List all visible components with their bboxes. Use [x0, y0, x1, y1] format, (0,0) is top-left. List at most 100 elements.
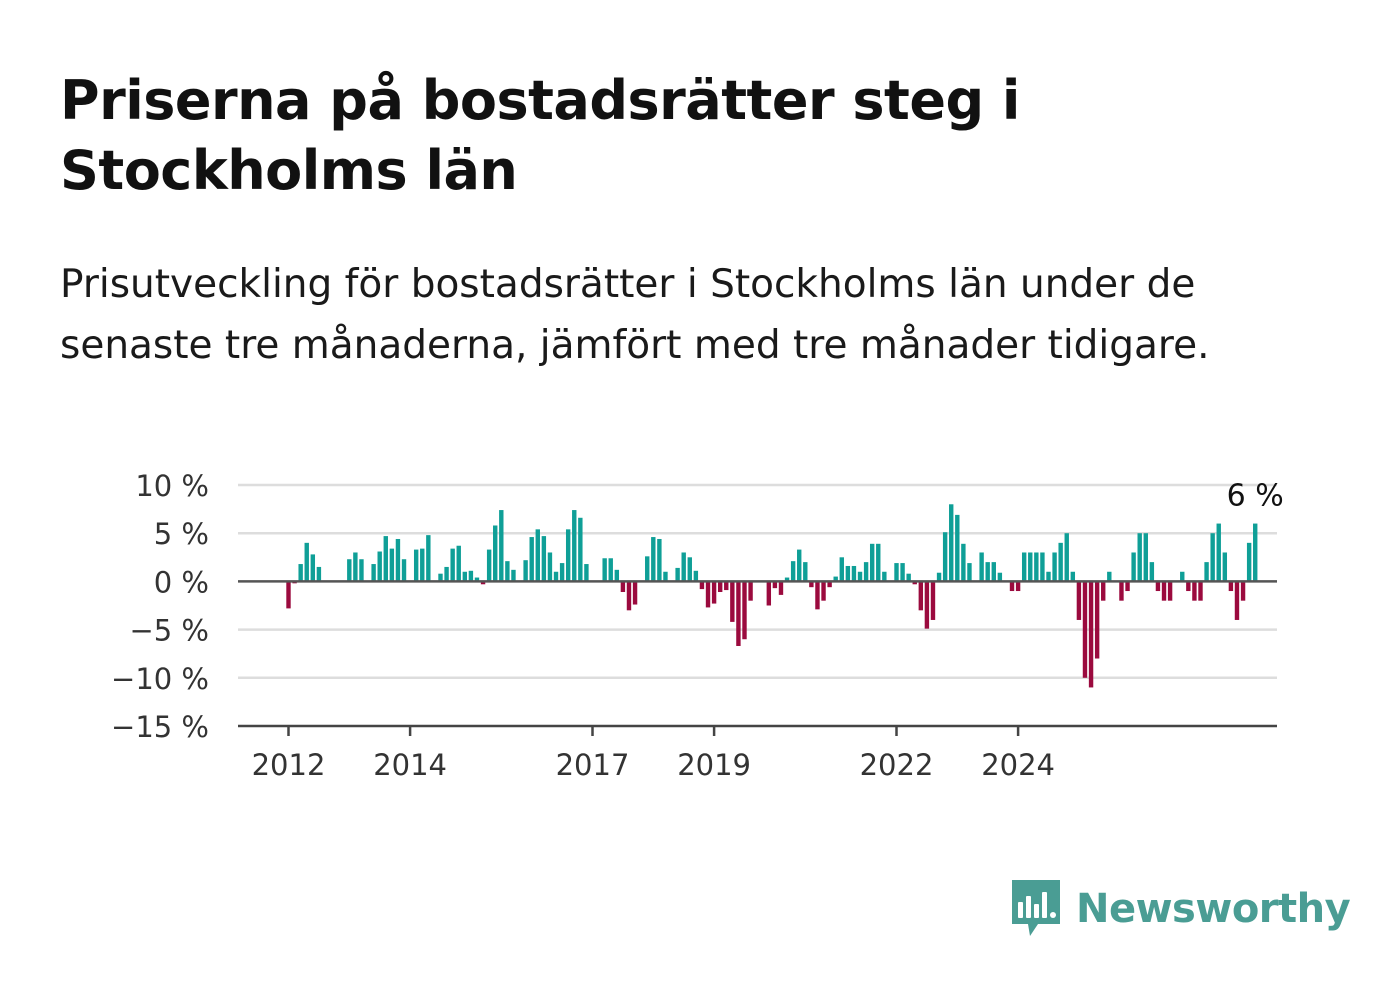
- bar: [420, 548, 425, 582]
- bar: [930, 581, 936, 620]
- bar: [413, 549, 419, 582]
- bar: [991, 562, 996, 582]
- bar: [1228, 581, 1234, 592]
- bar: [535, 529, 540, 582]
- y-tick-label: −15 %: [111, 710, 209, 744]
- bar: [286, 581, 291, 609]
- bar: [1082, 581, 1088, 678]
- bar: [924, 581, 930, 629]
- bar: [936, 572, 942, 582]
- bar: [705, 581, 711, 608]
- x-tick-label: 2019: [677, 748, 751, 782]
- bar: [997, 572, 1003, 582]
- bar: [681, 552, 686, 582]
- y-tick-label: 0 %: [154, 565, 209, 599]
- bar: [316, 566, 322, 582]
- bar: [675, 567, 680, 582]
- bar: [499, 510, 504, 582]
- bar: [955, 514, 960, 582]
- bar: [1240, 581, 1246, 601]
- bar: [742, 581, 747, 640]
- bar: [1198, 581, 1203, 601]
- annotations: 6 %: [1227, 479, 1284, 514]
- bar: [559, 563, 565, 582]
- bar: [979, 552, 984, 582]
- bar: [1119, 581, 1124, 601]
- bar: [815, 581, 820, 610]
- bar: [1028, 552, 1033, 582]
- bar: [547, 552, 553, 582]
- bar: [1167, 581, 1173, 601]
- bar: [1021, 552, 1027, 582]
- y-tick-label: −10 %: [111, 662, 209, 696]
- axes: [238, 580, 1277, 728]
- x-axis-ticks: 2012 2014 2017 2019 2022 2024: [252, 726, 1055, 782]
- bar: [821, 581, 826, 601]
- bar: [1204, 562, 1209, 582]
- bar: [876, 543, 881, 582]
- bar: [1058, 542, 1063, 582]
- bar: [730, 581, 735, 622]
- bar: [809, 581, 814, 588]
- bar: [541, 536, 547, 582]
- bar: [894, 563, 899, 582]
- bar: [961, 543, 966, 582]
- bar: [486, 549, 492, 582]
- chart-title: Priserna på bostadsrätter steg i Stockho…: [60, 69, 1020, 202]
- bar: [882, 571, 887, 582]
- bar: [505, 561, 510, 582]
- bar: [395, 538, 401, 582]
- bar: [584, 564, 589, 582]
- bar: [608, 558, 613, 582]
- bar: [614, 569, 620, 582]
- bar: [693, 570, 699, 582]
- bar: [949, 504, 954, 582]
- bars: [286, 504, 1258, 688]
- bar: [377, 551, 382, 582]
- bar: [717, 581, 723, 593]
- bar: [444, 566, 449, 582]
- bar: [347, 559, 352, 582]
- bar: [942, 532, 948, 582]
- bar: [869, 543, 875, 582]
- x-tick-label: 2014: [373, 748, 447, 782]
- bar: [663, 571, 668, 582]
- bar: [1088, 581, 1094, 688]
- bar: [1149, 562, 1155, 582]
- chart-subtitle: Prisutveckling för bostadsrätter i Stock…: [60, 262, 1210, 368]
- bar: [1192, 581, 1197, 601]
- bar: [833, 576, 838, 582]
- bar: [1155, 581, 1161, 592]
- bar: [1094, 581, 1100, 659]
- bar: [1107, 571, 1112, 582]
- bar: [900, 563, 905, 582]
- newsworthy-logo: Newsworthy: [1010, 878, 1351, 940]
- bar: [797, 549, 802, 582]
- bar: [480, 581, 486, 585]
- bar: [298, 564, 303, 582]
- bar: [1210, 533, 1215, 582]
- bar: [1070, 571, 1076, 582]
- bar: [1143, 533, 1148, 582]
- bar: [438, 573, 443, 582]
- bar: [511, 569, 516, 582]
- bar: [906, 573, 911, 582]
- bar: [1234, 581, 1240, 620]
- bar: [578, 517, 583, 582]
- bar: [304, 542, 309, 582]
- bar: [389, 548, 395, 582]
- bar: [553, 571, 559, 582]
- bar: [736, 581, 741, 646]
- bar: [1034, 552, 1039, 582]
- bar: [1253, 523, 1258, 582]
- bar: [1131, 552, 1136, 582]
- bar: [1101, 581, 1106, 601]
- bar: [1125, 581, 1130, 592]
- bar: [766, 581, 772, 606]
- bar: [310, 554, 316, 582]
- newsworthy-logo-text: Newsworthy: [1076, 886, 1351, 932]
- y-tick-label: 5 %: [154, 517, 209, 551]
- y-tick-label: −5 %: [129, 614, 209, 648]
- bar: [918, 581, 924, 611]
- bar: [1246, 542, 1252, 582]
